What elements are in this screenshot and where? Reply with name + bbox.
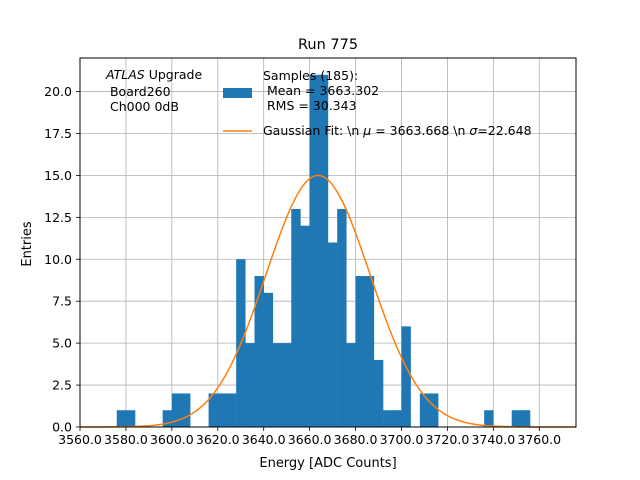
histogram-bar [328, 242, 338, 427]
histogram-bar [208, 393, 218, 427]
histogram-bar [392, 410, 402, 427]
histogram-bar [263, 292, 274, 427]
x-tick-label: 3760.0 [517, 432, 561, 447]
histogram-bar [181, 393, 191, 427]
histogram-bar [226, 393, 237, 427]
histogram-bars [116, 74, 531, 427]
histogram-bar [419, 393, 430, 427]
y-tick-label: 5.0 [52, 336, 72, 351]
histogram-bar [171, 393, 182, 427]
annotation-line: ATLAS Upgrade [105, 67, 202, 82]
histogram-bar [429, 393, 439, 427]
y-tick-label: 2.5 [52, 378, 72, 393]
histogram-bar [116, 410, 127, 427]
y-tick-label: 0.0 [52, 420, 72, 435]
histogram-bar [245, 343, 255, 427]
histogram-bar [346, 343, 356, 427]
legend-hist-swatch [223, 88, 252, 98]
atlas-annotation: ATLAS Upgrade Board260 Ch000 0dB [105, 67, 202, 114]
x-tick-label: 3740.0 [471, 432, 515, 447]
x-axis: 3560.0 3580.0 3600.0 3620.0 3640.0 3660.0 3680… [58, 427, 561, 447]
y-tick-label: 7.5 [52, 294, 72, 309]
x-tick-label: 3680.0 [334, 432, 378, 447]
annotation-line: Board260 [106, 84, 171, 99]
histogram-bar [217, 393, 228, 427]
histogram-bar [373, 359, 384, 427]
histogram-bar [291, 208, 301, 427]
x-axis-label: Energy [ADC Counts] [259, 456, 396, 471]
y-tick-label: 17.5 [44, 126, 72, 141]
gaussian-fit-line [80, 174, 576, 428]
histogram-bar [383, 410, 393, 427]
histogram-bar [125, 410, 136, 427]
x-tick-label: 3700.0 [380, 432, 424, 447]
histogram-bar [162, 410, 173, 427]
legend: Samples (185): Mean = 3663.302 RMS = 30.… [223, 68, 532, 138]
y-tick-label: 20.0 [44, 84, 72, 99]
y-tick-label: 10.0 [44, 252, 72, 267]
histogram-bar [364, 276, 375, 427]
x-tick-label: 3640.0 [242, 432, 286, 447]
histogram-bar [511, 410, 522, 427]
histogram-bar [337, 208, 347, 427]
histogram-bar [309, 74, 320, 427]
histogram-bar [520, 410, 531, 427]
legend-hist-label: RMS = 30.343 [263, 98, 357, 113]
y-tick-label: 15.0 [44, 168, 72, 183]
chart-title: Run 775 [298, 37, 358, 53]
legend-hist-label: Samples (185): [263, 68, 358, 83]
y-axis-label: Entries [20, 221, 35, 267]
x-tick-label: 3580.0 [104, 432, 148, 447]
plot-frame [79, 57, 577, 428]
x-tick-label: 3560.0 [58, 432, 102, 447]
x-tick-label: 3660.0 [288, 432, 332, 447]
annotation-line: Ch000 0dB [106, 99, 179, 114]
histogram-bar [355, 276, 365, 427]
histogram-bar [484, 410, 494, 427]
y-tick-label: 12.5 [44, 210, 72, 225]
histogram-bar [318, 74, 329, 427]
x-tick-label: 3620.0 [196, 432, 240, 447]
histogram-bar [300, 225, 310, 427]
y-axis: 0.0 2.5 5.0 7.5 10.0 12.5 15.0 17.5 20.0 [44, 84, 80, 435]
x-tick-label: 3600.0 [150, 432, 194, 447]
histogram-bar [272, 343, 283, 427]
x-tick-label: 3720.0 [426, 432, 470, 447]
legend-hist-label: Mean = 3663.302 [263, 83, 379, 98]
legend-fit-label: Gaussian Fit: \n μ = 3663.668 \n σ=22.64… [263, 123, 532, 138]
fit-curve [80, 174, 576, 428]
histogram-bar [254, 276, 264, 427]
histogram-bar [401, 326, 411, 427]
histogram-bar [282, 343, 292, 427]
